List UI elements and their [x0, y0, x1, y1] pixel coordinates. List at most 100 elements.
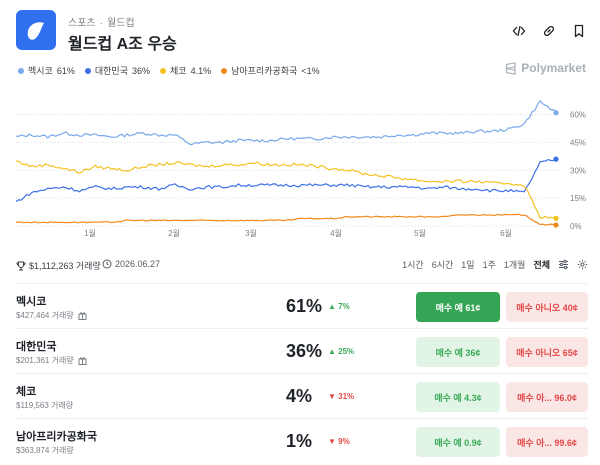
breadcrumb-separator: · — [99, 18, 103, 29]
series-line-1 — [15, 158, 557, 203]
outcome-change: ▲ 25% — [328, 347, 354, 356]
legend-item-mexico: 멕시코 61% — [18, 64, 75, 77]
outcome-change: ▼ 31% — [328, 392, 354, 401]
x-tick-label: 3월 — [245, 228, 257, 238]
outcome-row-south-africa[interactable]: 남아프리카공화국 $363,874 거래량 1% ▼ 9% 매수 예 0.9¢ … — [16, 418, 588, 463]
legend-label: 체코 — [170, 66, 187, 76]
change-arrow-up-icon: ▲ — [328, 347, 336, 356]
outcome-change-value: 25% — [338, 347, 355, 356]
clock-icon — [102, 259, 112, 269]
link-icon[interactable] — [542, 24, 556, 38]
bookmark-icon[interactable] — [572, 24, 586, 38]
trophy-icon — [16, 261, 26, 270]
y-tick-label: 45% — [570, 138, 586, 147]
y-tick-label: 60% — [570, 111, 586, 120]
market-stats: $1,112,263 거래량 2026.06.27 1시간 6시간 1일 1주 … — [16, 259, 588, 273]
gift-icon — [78, 312, 87, 320]
outcome-volume-text: $427,464 거래량 — [16, 311, 74, 320]
outcome-change: ▼ 9% — [328, 437, 350, 446]
header-actions — [512, 24, 586, 38]
breadcrumb-item-sports[interactable]: 스포츠 — [68, 18, 96, 29]
buy-yes-button[interactable]: 매수 예 4.3¢ — [416, 382, 500, 412]
legend-label: 남아프리카공화국 — [231, 66, 298, 76]
change-arrow-down-icon: ▼ — [328, 392, 336, 401]
stats-divider — [94, 260, 95, 270]
outcome-row-czech[interactable]: 체코 $119,563 거래량 4% ▼ 31% 매수 예 4.3¢ 매수 아.… — [16, 373, 588, 418]
settings-gear-icon[interactable] — [577, 259, 588, 270]
outcome-name: 멕시코 — [16, 296, 47, 308]
outcome-volume: $427,464 거래량 — [16, 310, 87, 321]
series-end-point-3 — [553, 222, 559, 228]
polymarket-brand: Polymarket — [505, 61, 586, 75]
outcome-probability: 61% — [286, 296, 323, 316]
brand-name: Polymarket — [521, 61, 586, 75]
outcome-volume: $201,361 거래량 — [16, 355, 87, 366]
buy-no-button[interactable]: 매수 아니오 65¢ — [506, 337, 588, 367]
price-history-chart[interactable]: 60% 45% 30% 15% 0% 1월 2월 3월 4월 5월 6월 — [0, 88, 600, 248]
gift-icon — [78, 357, 87, 365]
y-tick-label: 0% — [570, 222, 582, 231]
market-logo — [16, 10, 56, 50]
legend-value: 61% — [56, 65, 75, 76]
outcome-volume-text: $201,361 거래량 — [16, 356, 74, 365]
breadcrumb-item-worldcup[interactable]: 월드컵 — [106, 18, 135, 29]
x-tick-label: 5월 — [414, 228, 426, 238]
page-title: 월드컵 A조 우승 — [68, 36, 177, 53]
range-1m[interactable]: 1개월 — [503, 260, 526, 270]
outcome-probability: 1% — [286, 431, 313, 451]
x-tick-label: 2월 — [168, 228, 180, 238]
time-range-selector: 1시간 6시간 1일 1주 1개월 전체 — [402, 258, 588, 271]
legend-item-korea: 대한민국 36% — [84, 64, 150, 77]
buy-yes-button[interactable]: 매수 예 61¢ — [416, 292, 500, 322]
x-tick-label: 4월 — [330, 228, 342, 238]
breadcrumb: 스포츠 · 월드컵 — [68, 14, 135, 29]
series-line-3 — [15, 213, 557, 226]
buy-yes-button[interactable]: 매수 예 36¢ — [416, 337, 500, 367]
outcome-volume-text: $363,874 거래량 — [16, 446, 74, 455]
series-line-2 — [15, 160, 557, 219]
y-tick-label: 30% — [570, 166, 586, 175]
outcome-name: 대한민국 — [16, 341, 57, 353]
outcome-probability: 4% — [286, 386, 313, 406]
range-1d[interactable]: 1일 — [461, 260, 475, 270]
legend-item-czech: 체코 4.1% — [160, 64, 211, 77]
series-end-point-2 — [553, 215, 559, 221]
outcome-change: ▲ 7% — [328, 302, 350, 311]
outcome-change-value: 7% — [338, 302, 350, 311]
buy-no-button[interactable]: 매수 아... 99.6¢ — [506, 427, 588, 457]
legend-dot — [84, 67, 91, 74]
outcome-volume: $119,563 거래량 — [16, 400, 73, 411]
outcome-row-korea[interactable]: 대한민국 $201,361 거래량 36% ▲ 25% 매수 예 36¢ 매수 … — [16, 328, 588, 373]
legend-dot — [18, 67, 24, 74]
legend-value: 4.1% — [190, 65, 212, 76]
x-tick-label: 6월 — [500, 228, 512, 238]
range-1w[interactable]: 1주 — [482, 260, 496, 270]
outcome-volume-text: $119,563 거래량 — [16, 401, 74, 410]
outcome-name: 체코 — [16, 386, 37, 398]
legend-value: 36% — [131, 65, 150, 76]
buy-no-button[interactable]: 매수 아니오 40¢ — [506, 292, 588, 322]
total-volume-text: $1,112,263 거래량 — [29, 261, 101, 271]
series-line-0 — [15, 100, 557, 146]
range-1h[interactable]: 1시간 — [402, 260, 424, 270]
buy-no-button[interactable]: 매수 아... 96.0¢ — [506, 382, 588, 412]
polymarket-logo-icon — [506, 61, 516, 75]
legend-dot — [160, 67, 166, 74]
chart-legend: 멕시코 61% 대한민국 36% 체코 4.1% 남아프리카공화국 <1% — [18, 64, 320, 77]
legend-value: <1% — [301, 65, 320, 76]
end-date-text: 2026.06.27 — [115, 259, 161, 269]
code-icon[interactable] — [512, 24, 526, 38]
total-volume: $1,112,263 거래량 — [16, 259, 101, 272]
end-date: 2026.06.27 — [102, 259, 160, 269]
legend-label: 멕시코 — [28, 66, 53, 76]
series-end-point-0 — [553, 110, 559, 116]
x-tick-label: 1월 — [84, 228, 96, 238]
range-6h[interactable]: 6시간 — [431, 260, 454, 270]
range-all[interactable]: 전체 — [533, 260, 550, 270]
filter-sliders-icon[interactable] — [558, 259, 569, 270]
outcome-row-mexico[interactable]: 멕시코 $427,464 거래량 61% ▲ 7% 매수 예 61¢ 매수 아니… — [16, 283, 588, 328]
buy-yes-button[interactable]: 매수 예 0.9¢ — [416, 427, 500, 457]
outcome-name: 남아프리카공화국 — [16, 431, 97, 443]
outcome-list: 멕시코 $427,464 거래량 61% ▲ 7% 매수 예 61¢ 매수 아니… — [16, 283, 588, 463]
outcome-probability: 36% — [286, 341, 323, 361]
